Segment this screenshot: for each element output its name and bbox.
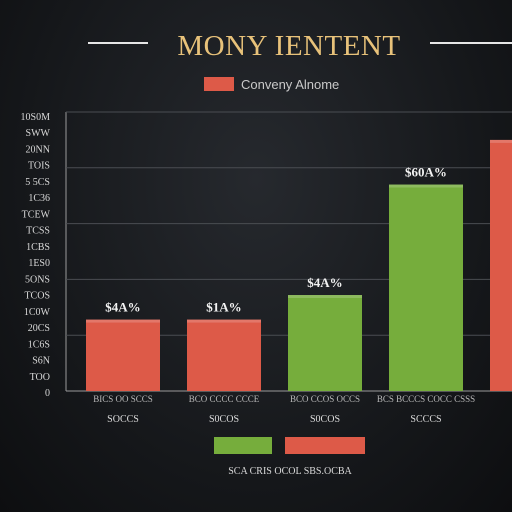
bar (490, 139, 512, 391)
bar-highlight (187, 319, 261, 323)
y-tick-label: 1CBS (26, 242, 50, 253)
y-tick-label: TCOS (24, 291, 50, 302)
bar-highlight (389, 184, 463, 188)
legend-bottom-swatch-red (285, 437, 365, 454)
value-label: $4A% (307, 275, 342, 290)
y-tick-label: 5ONS (25, 274, 50, 285)
value-label: $4A% (105, 300, 140, 315)
value-label: $60A% (405, 165, 447, 180)
y-tick-label: 10S0M (21, 112, 51, 123)
category-sublabel: S0COS (310, 414, 340, 425)
legend-top-label: Conveny Alnome (241, 77, 339, 92)
bar-highlight (490, 139, 512, 143)
bar (187, 319, 261, 391)
category-label: BCO CCOS OCCS (290, 394, 360, 404)
bar (288, 295, 362, 391)
legend-bottom-swatch-green (214, 437, 272, 454)
y-tick-label: TCSS (26, 226, 50, 237)
y-tick-label: 1C0W (24, 307, 51, 318)
y-tick-label: S6N (32, 356, 50, 367)
y-tick-label: 1ES0 (28, 258, 50, 269)
y-tick-label: SWW (26, 128, 51, 139)
legend-top-swatch (204, 77, 234, 91)
legend-bottom-caption: SCA CRIS OCOL SBS.OCBA (228, 466, 352, 477)
y-tick-label: 20NN (26, 144, 50, 155)
value-labels: $4A%$1A%$4A%$60A%$ (105, 165, 447, 315)
y-tick-label: TOO (30, 372, 50, 383)
value-label: $1A% (206, 300, 241, 315)
category-sublabel: SCCCS (410, 414, 441, 425)
y-tick-label: 0 (45, 388, 50, 399)
bar (86, 319, 160, 391)
category-sublabel: SOCCS (107, 414, 139, 425)
y-tick-label: 20CS (28, 323, 50, 334)
y-tick-label: TCEW (22, 209, 51, 220)
chart-title: MONY IENTENT (177, 30, 400, 62)
category-label: BICS OO SCCS (93, 394, 153, 404)
y-tick-label: TOIS (28, 161, 50, 172)
y-tick-label: 5 5CS (25, 177, 50, 188)
y-tick-label: 1C36 (28, 193, 50, 204)
bar-highlight (288, 295, 362, 299)
bar (389, 184, 463, 391)
y-tick-label: 1C6S (28, 339, 50, 350)
category-sublabel: S0COS (209, 414, 239, 425)
category-labels: BICS OO SCCS SOCCS BCO CCCC CCCE S0COS BCO C… (93, 394, 475, 425)
category-label: BCS BCCCS COCC CSSS (377, 394, 475, 404)
category-label: BCO CCCC CCCE (189, 394, 260, 404)
bars (86, 139, 512, 391)
bar-highlight (86, 319, 160, 323)
y-tick-labels: 10S0M SWW 20NN TOIS 5 5CS 1C36 TCEW TCSS 1CBS 1ES… (21, 112, 51, 399)
